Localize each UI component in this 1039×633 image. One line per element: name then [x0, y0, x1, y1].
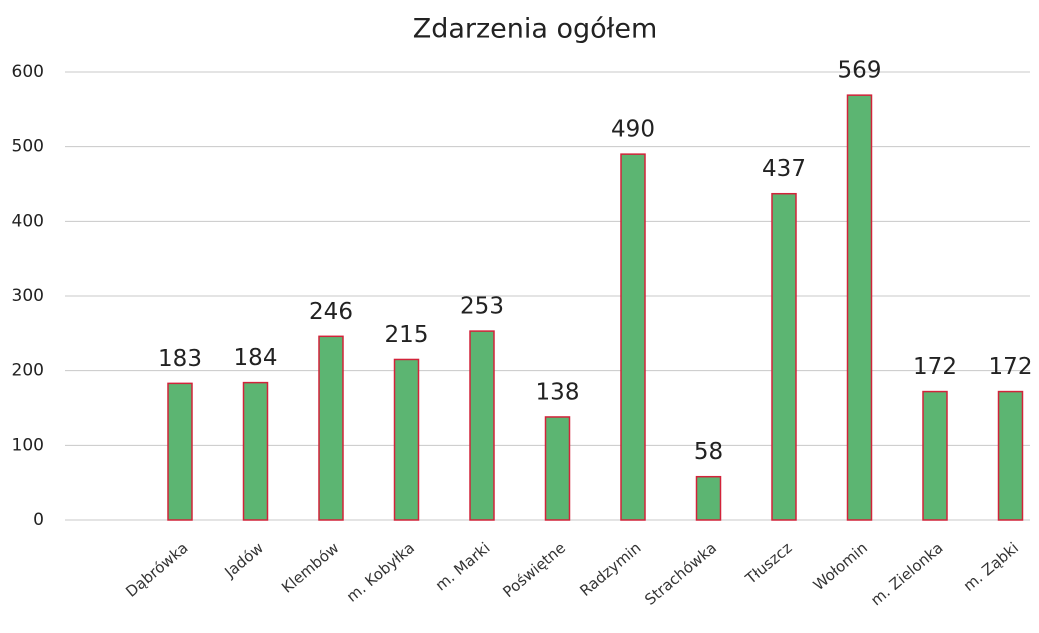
bar: [167, 382, 193, 521]
bar: [695, 475, 722, 521]
y-tick-label: 500: [12, 137, 44, 157]
bar: [997, 390, 1024, 521]
bar: [846, 94, 873, 521]
bar: [318, 335, 344, 521]
x-tick-label: Tłuszcz: [741, 539, 795, 589]
x-tick-label: Klembów: [278, 539, 342, 597]
value-label: 58: [694, 439, 723, 465]
bar: [922, 390, 948, 521]
x-tick-label: Jadów: [220, 539, 266, 582]
y-tick-label: 0: [33, 510, 44, 530]
x-tick-label: Dąbrówka: [122, 539, 191, 601]
value-label: 437: [762, 156, 806, 182]
x-tick-label: m. Ząbki: [960, 539, 1022, 595]
value-label: 246: [309, 299, 353, 325]
bar: [242, 381, 269, 521]
value-label: 215: [385, 322, 429, 348]
value-label: 172: [913, 354, 957, 380]
bar: [544, 416, 571, 521]
bar: [393, 358, 420, 521]
x-tick-label: m. Marki: [432, 539, 494, 595]
bar: [771, 192, 797, 521]
x-tick-label: Wołomin: [810, 539, 871, 594]
y-tick-label: 400: [12, 211, 44, 231]
x-tick-label: Strachówka: [641, 539, 720, 609]
bar: [469, 330, 495, 521]
x-tick-label: Poświętne: [499, 539, 569, 602]
value-label: 490: [611, 117, 655, 143]
chart-title: Zdarzenia ogółem: [413, 14, 658, 45]
value-label: 172: [989, 354, 1033, 380]
y-tick-label: 100: [12, 435, 44, 455]
bar: [620, 153, 646, 521]
y-tick-label: 200: [12, 361, 44, 381]
x-tick-label: m. Zielonka: [867, 539, 946, 610]
x-tick-label: Radzymin: [576, 539, 644, 600]
value-label: 184: [234, 345, 278, 371]
value-label: 569: [838, 58, 882, 84]
value-label: 253: [460, 294, 504, 320]
x-tick-label: m. Kobyłka: [343, 539, 418, 606]
value-label: 183: [158, 346, 202, 372]
value-label: 138: [536, 379, 580, 405]
y-tick-label: 300: [12, 286, 44, 306]
y-tick-label: 600: [12, 62, 44, 82]
